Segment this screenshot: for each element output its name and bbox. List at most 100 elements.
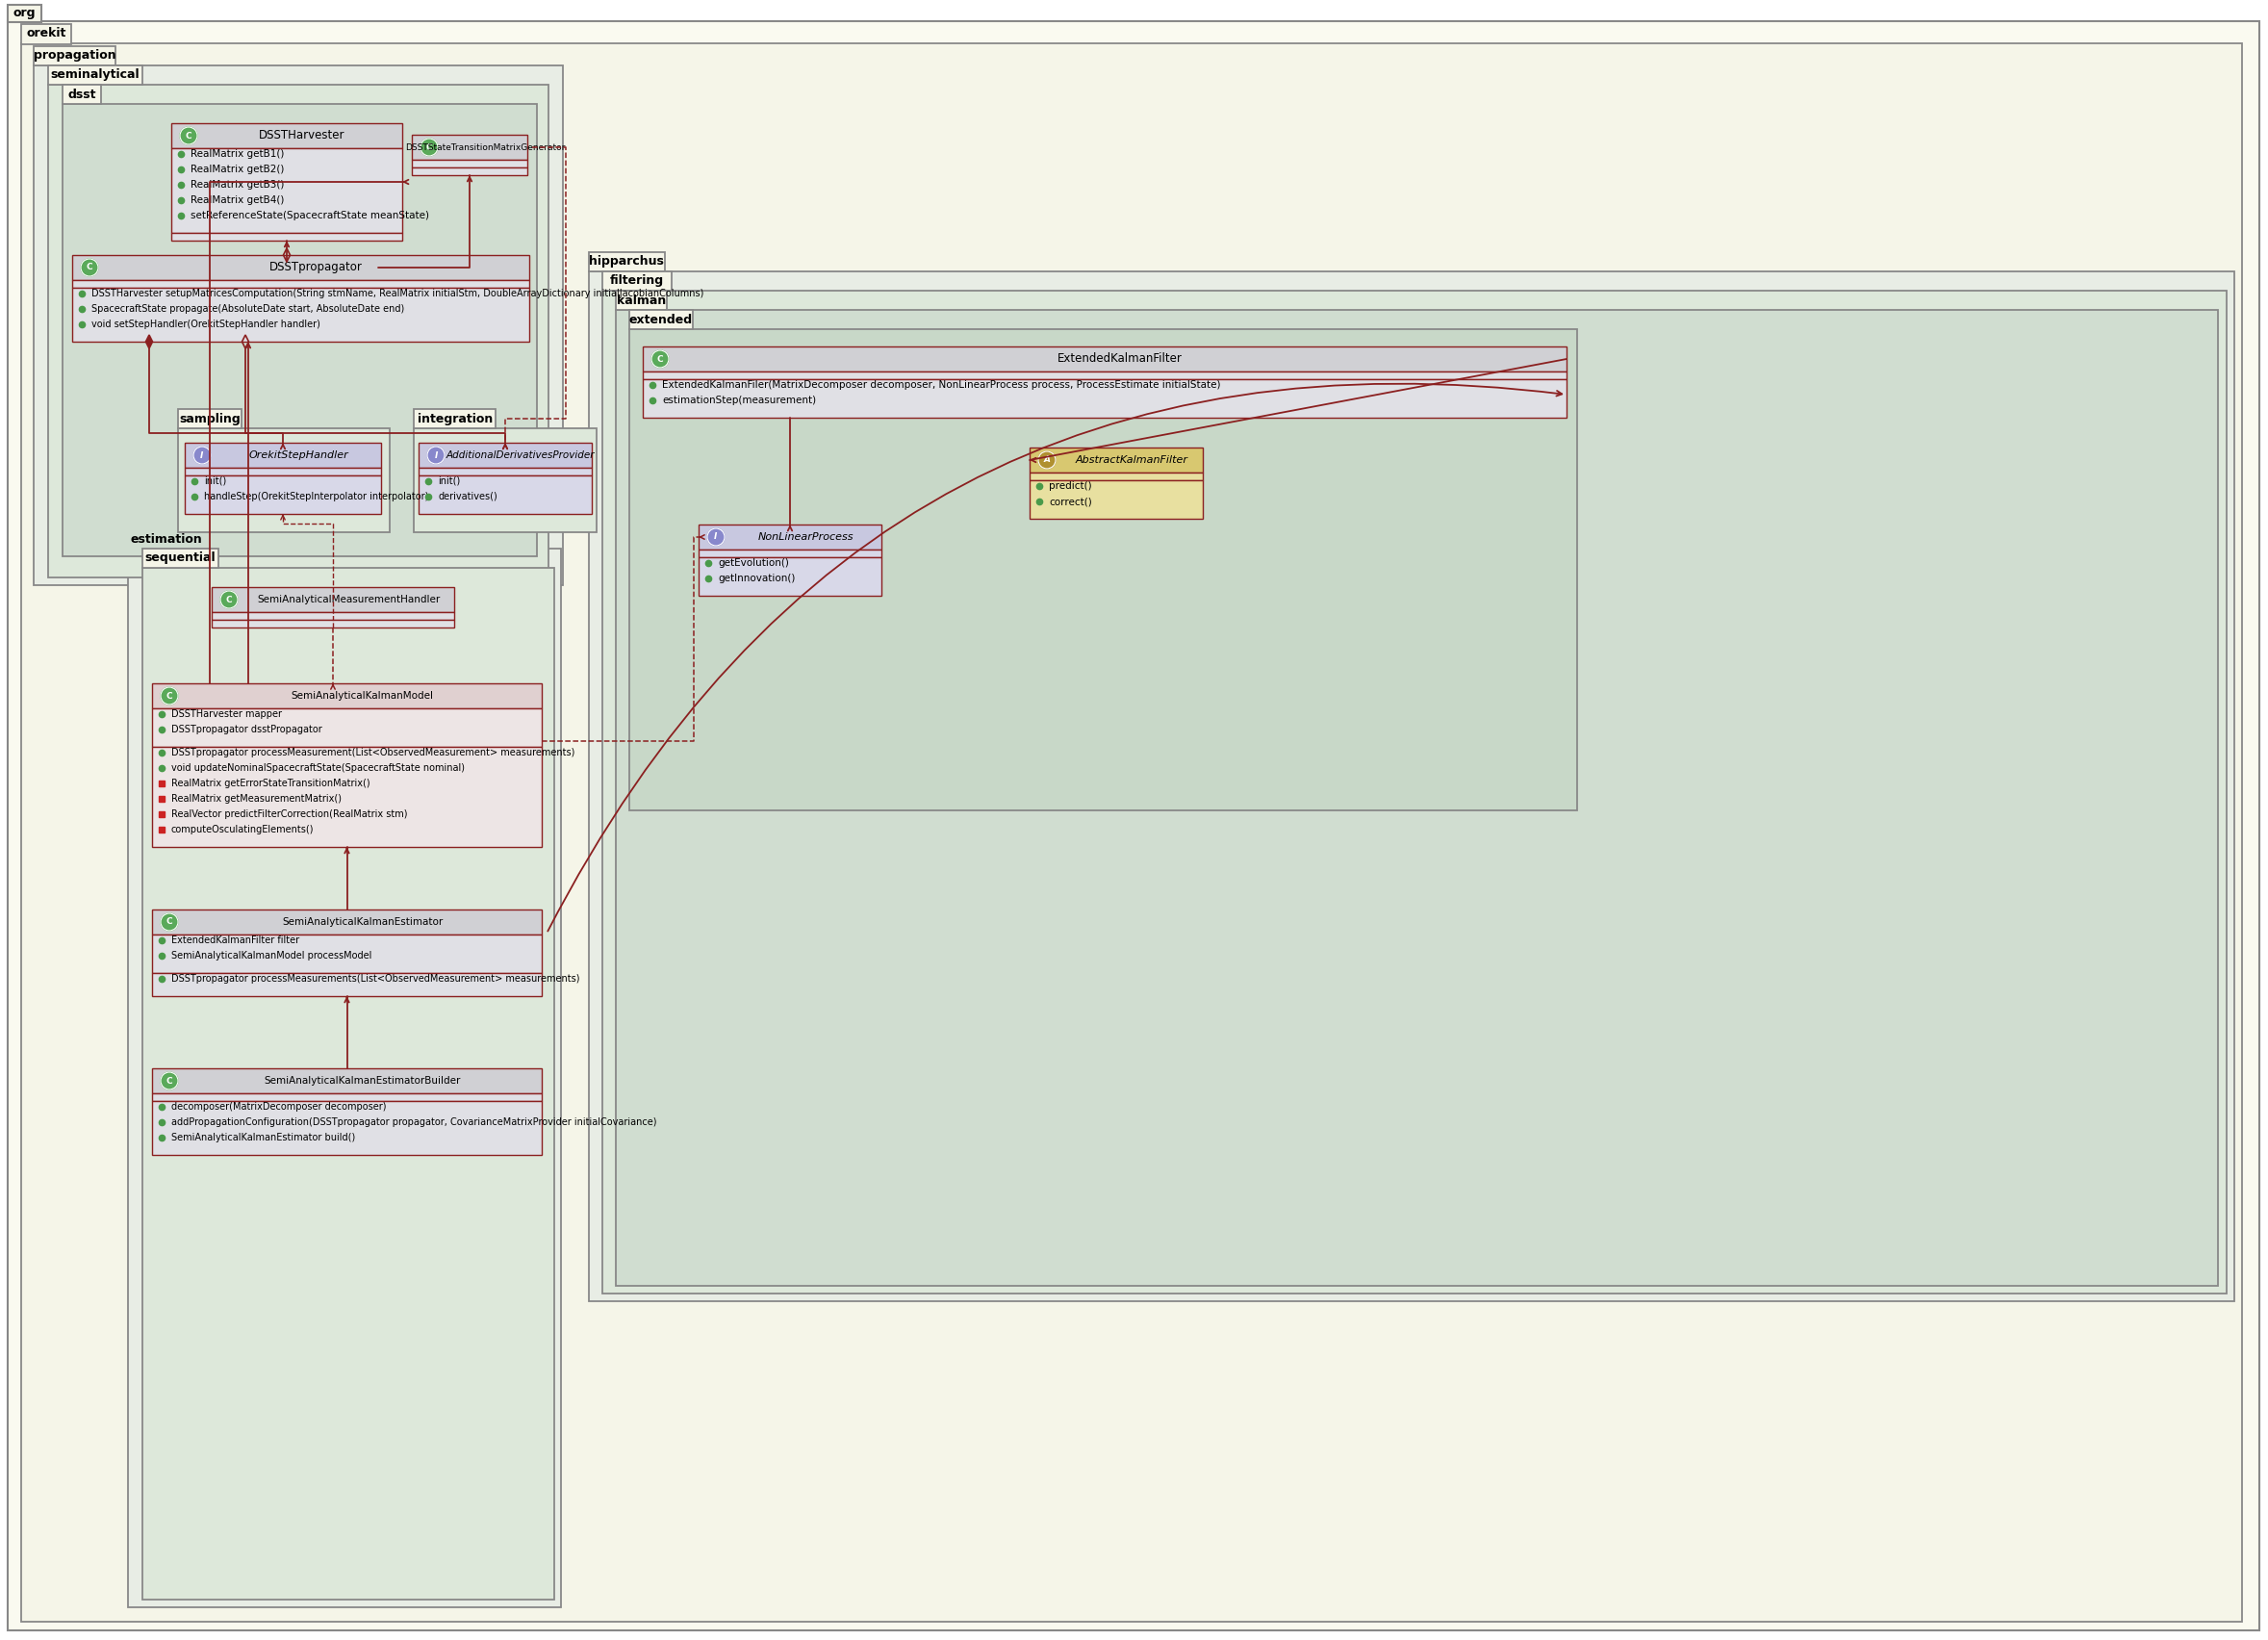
Text: C: C: [426, 143, 433, 151]
Text: orekit: orekit: [27, 28, 66, 39]
Bar: [642, 346, 1567, 372]
Bar: [152, 935, 542, 973]
Text: RealMatrix getB3(): RealMatrix getB3(): [191, 180, 284, 190]
Text: NonLinearProcess: NonLinearProcess: [758, 533, 853, 541]
Circle shape: [1039, 451, 1055, 469]
Text: ExtendedKalmanFilter filter: ExtendedKalmanFilter filter: [172, 935, 299, 945]
Text: getInnovation(): getInnovation(): [719, 574, 796, 584]
Circle shape: [708, 528, 723, 546]
Text: SemiAnalyticalMeasurementHandler: SemiAnalyticalMeasurementHandler: [256, 595, 440, 605]
Text: integration: integration: [417, 412, 492, 425]
Bar: [617, 290, 667, 310]
Bar: [143, 549, 218, 567]
Text: RealMatrix getMeasurementMatrix(): RealMatrix getMeasurementMatrix(): [172, 794, 342, 804]
Bar: [73, 256, 528, 280]
Bar: [184, 467, 381, 476]
Text: handleStep(OrekitStepInterpolator interpolator): handleStep(OrekitStepInterpolator interp…: [204, 492, 429, 502]
Text: init(): init(): [438, 476, 460, 485]
Circle shape: [651, 351, 669, 367]
Bar: [413, 408, 497, 428]
Text: RealMatrix getB4(): RealMatrix getB4(): [191, 195, 284, 205]
Circle shape: [161, 687, 177, 705]
Circle shape: [193, 446, 211, 464]
Text: DSSTHarvester setupMatricesComputation(String stmName, RealMatrix initialStm, Do: DSSTHarvester setupMatricesComputation(S…: [91, 289, 703, 298]
Bar: [7, 5, 41, 21]
Text: estimationStep(measurement): estimationStep(measurement): [662, 395, 816, 405]
Text: propagation: propagation: [34, 49, 116, 62]
Text: RealMatrix getErrorStateTransitionMatrix(): RealMatrix getErrorStateTransitionMatrix…: [172, 779, 370, 789]
Bar: [413, 428, 596, 533]
Bar: [413, 167, 526, 175]
Text: I: I: [433, 451, 438, 459]
Text: void setStepHandler(OrekitStepHandler handler): void setStepHandler(OrekitStepHandler ha…: [91, 320, 320, 330]
Text: RealMatrix getB1(): RealMatrix getB1(): [191, 149, 284, 159]
Text: SemiAnalyticalKalmanModel processModel: SemiAnalyticalKalmanModel processModel: [172, 951, 372, 961]
Bar: [211, 612, 454, 620]
Bar: [172, 233, 401, 241]
Bar: [590, 253, 665, 271]
Bar: [1030, 448, 1202, 472]
Bar: [152, 973, 542, 995]
Bar: [20, 25, 70, 44]
Text: kalman: kalman: [617, 294, 667, 307]
Text: computeOsculatingElements(): computeOsculatingElements(): [172, 825, 315, 835]
Bar: [127, 530, 204, 549]
Text: dsst: dsst: [68, 89, 95, 100]
Text: I: I: [714, 533, 717, 541]
Text: filtering: filtering: [610, 276, 665, 287]
Text: org: org: [14, 7, 36, 20]
Text: DSSTpropagator: DSSTpropagator: [270, 261, 363, 274]
Bar: [177, 428, 390, 533]
Text: predict(): predict(): [1048, 481, 1091, 490]
Bar: [420, 443, 592, 467]
Text: C: C: [186, 131, 193, 139]
Text: ExtendedKalmanFiler(MatrixDecomposer decomposer, NonLinearProcess process, Proce: ExtendedKalmanFiler(MatrixDecomposer dec…: [662, 380, 1220, 390]
Bar: [177, 408, 240, 428]
Text: getEvolution(): getEvolution(): [719, 558, 789, 567]
Text: extended: extended: [628, 313, 692, 326]
Text: estimation: estimation: [129, 533, 202, 544]
Text: RealVector predictFilterCorrection(RealMatrix stm): RealVector predictFilterCorrection(RealM…: [172, 810, 408, 818]
Circle shape: [161, 1073, 177, 1089]
Bar: [603, 271, 671, 290]
Text: DSSTpropagator processMeasurements(List<ObservedMeasurement> measurements): DSSTpropagator processMeasurements(List<…: [172, 974, 581, 984]
Bar: [1030, 472, 1202, 481]
Text: hipparchus: hipparchus: [590, 256, 665, 267]
Bar: [152, 1068, 542, 1094]
Text: seminalytical: seminalytical: [50, 69, 141, 82]
Text: SemiAnalyticalKalmanEstimator build(): SemiAnalyticalKalmanEstimator build(): [172, 1133, 356, 1143]
Bar: [172, 148, 401, 233]
Bar: [184, 443, 381, 467]
Bar: [152, 1094, 542, 1100]
Text: AbstractKalmanFilter: AbstractKalmanFilter: [1075, 456, 1188, 464]
Text: AdditionalDerivativesProvider: AdditionalDerivativesProvider: [447, 451, 594, 461]
Text: I: I: [200, 451, 204, 459]
Bar: [413, 134, 526, 159]
Text: C: C: [658, 354, 662, 364]
Bar: [603, 290, 2227, 1294]
Bar: [152, 708, 542, 746]
Bar: [152, 746, 542, 846]
Text: C: C: [86, 264, 93, 272]
Text: RealMatrix getB2(): RealMatrix getB2(): [191, 164, 284, 174]
Bar: [642, 372, 1567, 379]
Bar: [48, 85, 549, 577]
Text: ExtendedKalmanFilter: ExtendedKalmanFilter: [1057, 353, 1182, 366]
Bar: [590, 271, 2234, 1301]
Circle shape: [161, 913, 177, 930]
Text: SemiAnalyticalKalmanModel: SemiAnalyticalKalmanModel: [290, 690, 433, 700]
Bar: [34, 66, 562, 585]
Bar: [413, 159, 526, 167]
Bar: [184, 476, 381, 513]
Bar: [642, 379, 1567, 418]
Text: C: C: [166, 692, 172, 700]
Bar: [48, 66, 143, 85]
Bar: [1030, 481, 1202, 518]
Text: OrekitStepHandler: OrekitStepHandler: [249, 451, 349, 461]
Bar: [64, 103, 538, 556]
Text: DSSTHarvester: DSSTHarvester: [259, 130, 345, 143]
Bar: [699, 558, 882, 595]
Text: A: A: [1043, 456, 1050, 464]
Bar: [73, 280, 528, 287]
Text: C: C: [166, 1076, 172, 1086]
